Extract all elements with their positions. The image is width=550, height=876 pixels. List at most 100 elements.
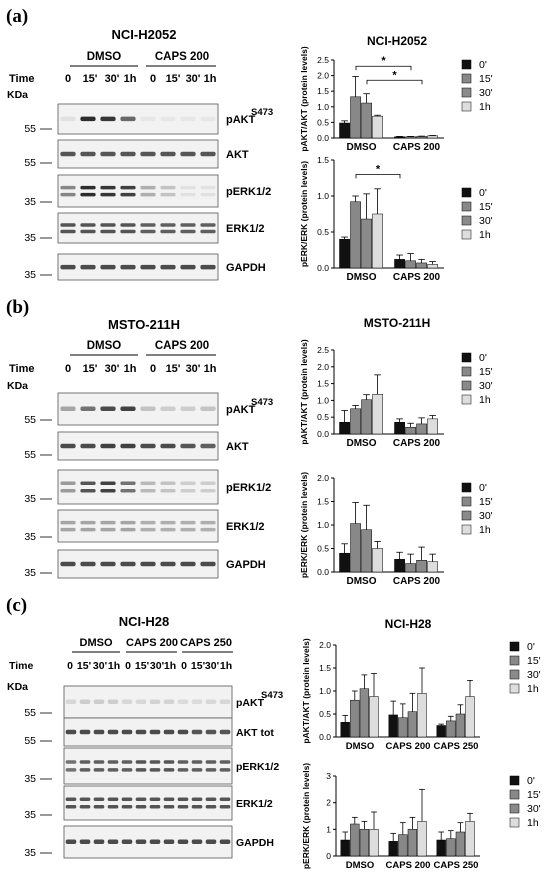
bar (398, 717, 408, 738)
bar (350, 408, 361, 435)
y-tick-label: 1.0 (317, 102, 329, 112)
legend-label: 1h (479, 394, 491, 406)
significance-bracket: * (366, 69, 423, 85)
protein-band (93, 805, 105, 809)
panel-letter: (b) (6, 297, 29, 318)
protein-band (60, 443, 76, 449)
panel-a: (a) NCI-H2052 DMSO CAPS 200 Time 0 15' 30'… (6, 6, 273, 281)
protein-band (135, 797, 147, 802)
group-header: CAPS 200 (126, 637, 178, 649)
y-tick-label: 0.5 (319, 709, 331, 719)
blot-label-superscript: S473 (251, 397, 273, 408)
protein-band (135, 805, 147, 809)
protein-band (163, 805, 175, 809)
blot-strip: 35 ERK1/2 (24, 785, 273, 821)
legend-label: 0' (527, 641, 535, 653)
protein-band (60, 527, 76, 532)
protein-band (79, 729, 91, 735)
significance-star: * (381, 55, 386, 67)
bar (372, 394, 383, 435)
legend-swatch (461, 73, 472, 84)
legend-swatch (461, 229, 472, 240)
protein-band (60, 489, 76, 493)
blot-label: AKT (226, 149, 249, 161)
protein-band (79, 797, 91, 802)
protein-band (120, 520, 136, 525)
protein-band (180, 406, 196, 411)
protein-band (79, 839, 91, 844)
protein-band (120, 489, 136, 493)
bar (465, 696, 475, 738)
protein-band (140, 264, 156, 270)
protein-band (180, 223, 196, 227)
protein-band (200, 489, 216, 493)
protein-band (180, 443, 196, 449)
protein-band (121, 805, 133, 809)
protein-band (140, 151, 156, 157)
protein-band (200, 229, 216, 234)
protein-band (205, 768, 217, 772)
bracket-line (355, 65, 412, 71)
group-header: CAPS 200 (155, 51, 209, 63)
protein-band (160, 520, 176, 525)
panel-b: (b) MSTO-211H DMSO CAPS 200 Time 0 15' 30'… (6, 297, 273, 579)
bar (436, 839, 446, 857)
protein-band (180, 520, 196, 525)
protein-band (80, 116, 96, 122)
y-tick-label: 0.5 (317, 227, 329, 237)
protein-band (180, 151, 196, 157)
protein-band (120, 192, 136, 197)
protein-band (107, 699, 119, 704)
bar (407, 829, 418, 857)
legend-swatch (461, 59, 472, 70)
y-tick-label: 2.0 (319, 640, 331, 650)
protein-band (205, 760, 217, 764)
bar (405, 260, 416, 269)
bar (339, 421, 350, 435)
time-point-label: 30' (186, 363, 201, 375)
protein-band (60, 406, 76, 411)
chart-legend: 0' 15' 30' 1h (509, 641, 541, 695)
x-category-label: CAPS 200 (393, 142, 441, 153)
protein-band (107, 805, 119, 809)
y-tick-label: 2.5 (317, 55, 329, 65)
protein-band (93, 797, 105, 802)
protein-band (135, 768, 147, 772)
bar (350, 699, 360, 738)
bar (350, 523, 361, 573)
protein-band (100, 520, 116, 525)
protein-band (219, 729, 231, 735)
legend-swatch (461, 394, 472, 405)
protein-band (191, 760, 203, 764)
group-header: CAPS 200 (155, 340, 209, 352)
y-axis-label: pERK/ERK (protein levels) (301, 763, 311, 869)
y-tick-label: 0.5 (317, 117, 329, 127)
blot-label: ERK1/2 (226, 521, 265, 533)
y-tick-label: 0.0 (317, 429, 329, 439)
legend-label: 15' (479, 496, 493, 508)
x-category-label: CAPS 200 (386, 741, 431, 752)
protein-band (205, 699, 217, 704)
bar (350, 823, 360, 857)
time-point-label: 1h (124, 73, 137, 85)
bar (405, 427, 416, 435)
legend-swatch (461, 380, 472, 391)
time-label: Time (9, 660, 33, 672)
blot-label: pAKT (226, 404, 256, 416)
blot-membrane (63, 717, 233, 747)
bar (394, 559, 405, 573)
bar (427, 418, 438, 435)
bar (394, 259, 405, 269)
bar (455, 831, 466, 857)
blot-strip: 35 GAPDH (24, 253, 266, 281)
protein-band (191, 797, 203, 802)
legend-label: 1h (479, 524, 491, 536)
group-header: DMSO (87, 340, 122, 352)
time-label: Time (9, 73, 34, 85)
x-category-label: DMSO (347, 272, 377, 283)
kda-marker: 35 (24, 809, 36, 821)
protein-band (120, 229, 136, 234)
protein-band (149, 729, 161, 735)
legend-label: 1h (527, 817, 539, 829)
